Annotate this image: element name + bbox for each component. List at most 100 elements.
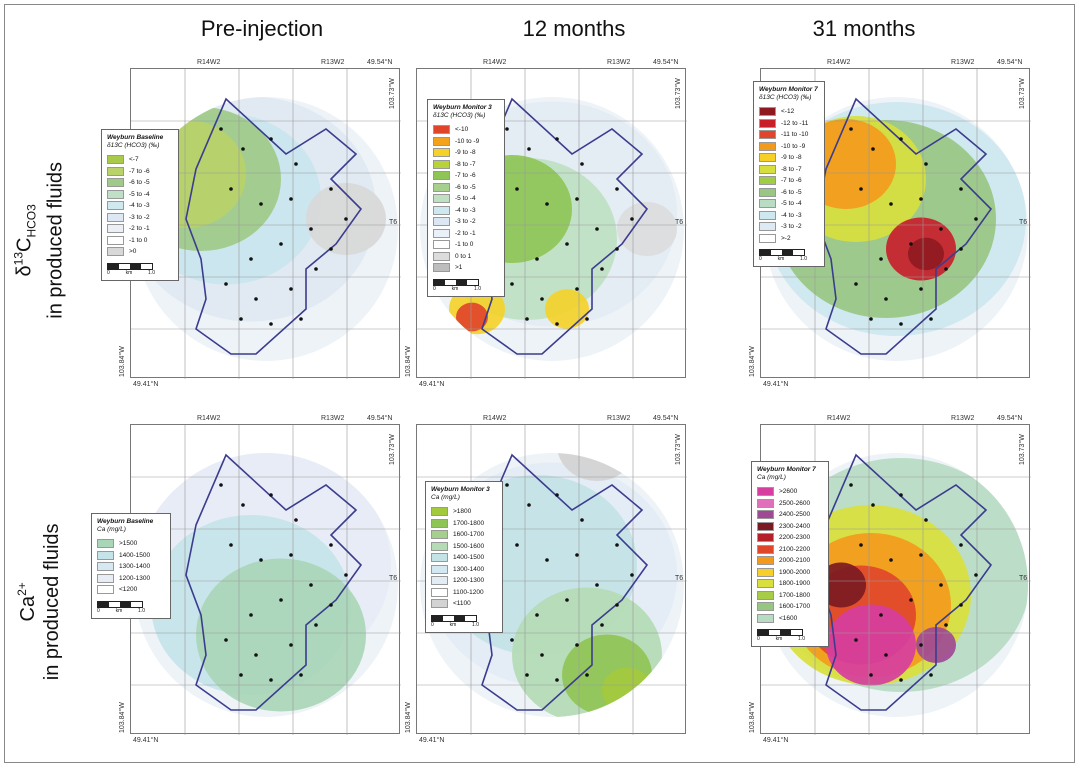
well-location [974, 573, 978, 577]
scale-bar-labels: 0 km 1.0 [431, 621, 479, 628]
well-location [555, 493, 559, 497]
well-location [944, 623, 948, 627]
legend-label: 0 to 1 [455, 252, 472, 260]
legend-swatch [757, 602, 774, 612]
well-location [239, 317, 243, 321]
legend-item: 1800-1900 [757, 578, 823, 590]
scale-bar [433, 278, 479, 286]
range-label-r13w2: R13W2 [607, 59, 631, 66]
well-location [259, 202, 263, 206]
well-location [535, 613, 539, 617]
well-location [269, 678, 273, 682]
latitude-label-bottom: 49.41°N [419, 381, 445, 388]
contour-zone [545, 289, 589, 329]
latitude-label-top: 49.54°N [997, 59, 1023, 66]
well-location [224, 638, 228, 642]
legend-swatch [431, 553, 448, 563]
range-label-r14w2: R14W2 [483, 415, 507, 422]
legend-item: <-10 [433, 124, 499, 136]
well-location [944, 267, 948, 271]
legend-label: 2300-2400 [779, 522, 811, 530]
row-label-delta13c: δ13CHCO3 in produced fluids [11, 161, 67, 319]
legend-swatch [757, 590, 774, 600]
longitude-label-right: 103.73°W [389, 78, 396, 109]
well-location [899, 493, 903, 497]
legend-swatch [759, 153, 776, 163]
legend-swatch [433, 205, 450, 215]
legend-title: Weyburn Baseline [107, 134, 164, 141]
legend-item: 1300-1400 [431, 564, 497, 576]
well-location [849, 127, 853, 131]
legend-item: 1400-1500 [97, 550, 165, 562]
legend-label: -2 to -1 [129, 225, 150, 233]
well-location [884, 653, 888, 657]
legend-item: >1800 [431, 506, 497, 518]
township-label: T6 [675, 219, 684, 226]
legend-label: >1500 [119, 540, 138, 548]
legend-item: 1600-1700 [757, 601, 823, 613]
range-label-r13w2: R13W2 [607, 415, 631, 422]
legend-swatch [433, 263, 450, 273]
legend-item: -6 to -5 [107, 177, 173, 189]
scale-bar [757, 629, 803, 636]
legend-swatch [759, 210, 776, 220]
well-location [929, 317, 933, 321]
well-location [279, 598, 283, 602]
scale-bar-labels: 0 km 1.0 [97, 607, 145, 614]
well-location [555, 678, 559, 682]
legend: Weyburn Monitor 3 Ca (mg/L) >1800 1700-1800… [425, 481, 503, 633]
legend-item: -11 to -10 [759, 129, 819, 141]
well-location [329, 603, 333, 607]
legend-item: 1500-1600 [431, 541, 497, 553]
legend-label: -9 to -8 [781, 154, 802, 162]
legend-label: 2200-2300 [779, 534, 811, 542]
well-location [924, 518, 928, 522]
legend-item: 1100-1200 [431, 587, 497, 599]
township-label: T6 [675, 575, 684, 582]
well-location [959, 247, 963, 251]
legend-label: <-10 [455, 126, 469, 134]
contour-zone [908, 237, 944, 271]
well-location [615, 247, 619, 251]
legend-swatch [433, 159, 450, 169]
map-panel-5: R14W2 R13W2 49.54°N 103.73°W T6 103.84°W 49.41… [405, 415, 687, 744]
well-location [224, 282, 228, 286]
legend-subtitle: Ca (mg/L) [97, 526, 126, 533]
well-location [884, 297, 888, 301]
scale-bar-labels: 0 km 1.0 [433, 285, 481, 292]
well-location [919, 643, 923, 647]
legend-swatch [97, 585, 114, 595]
legend-label: <1200 [119, 586, 138, 594]
legend-swatch [759, 233, 776, 243]
legend-label: -8 to -7 [455, 160, 476, 168]
legend-item: 1600-1700 [431, 529, 497, 541]
legend-label: 2000-2100 [779, 557, 811, 565]
legend-swatch [431, 599, 448, 609]
well-location [545, 558, 549, 562]
well-location [309, 227, 313, 231]
legend-swatch [757, 544, 774, 554]
township-label: T6 [389, 219, 398, 226]
legend-swatch [431, 587, 448, 597]
well-location [871, 147, 875, 151]
well-location [525, 673, 529, 677]
legend-swatch [107, 189, 124, 199]
legend-title: Weyburn Monitor 3 [431, 486, 490, 493]
legend-item: <1100 [431, 598, 497, 610]
well-location [329, 247, 333, 251]
well-location [575, 643, 579, 647]
legend-swatch [107, 235, 124, 245]
legend-title: Weyburn Baseline [97, 518, 154, 525]
well-location [929, 673, 933, 677]
legend-item: 2500-2600 [757, 498, 823, 510]
legend-item: -3 to -2 [433, 216, 499, 228]
legend-swatch [433, 251, 450, 261]
scale-bar-labels: 0 km 1.0 [757, 636, 805, 642]
well-location [974, 217, 978, 221]
legend-label: -6 to -5 [455, 183, 476, 191]
legend-item: -1 to 0 [433, 239, 499, 251]
latitude-label-top: 49.54°N [367, 59, 393, 66]
range-label-r14w2: R14W2 [827, 59, 851, 66]
legend-label: -6 to -5 [129, 179, 150, 187]
legend-item: 2200-2300 [757, 532, 823, 544]
